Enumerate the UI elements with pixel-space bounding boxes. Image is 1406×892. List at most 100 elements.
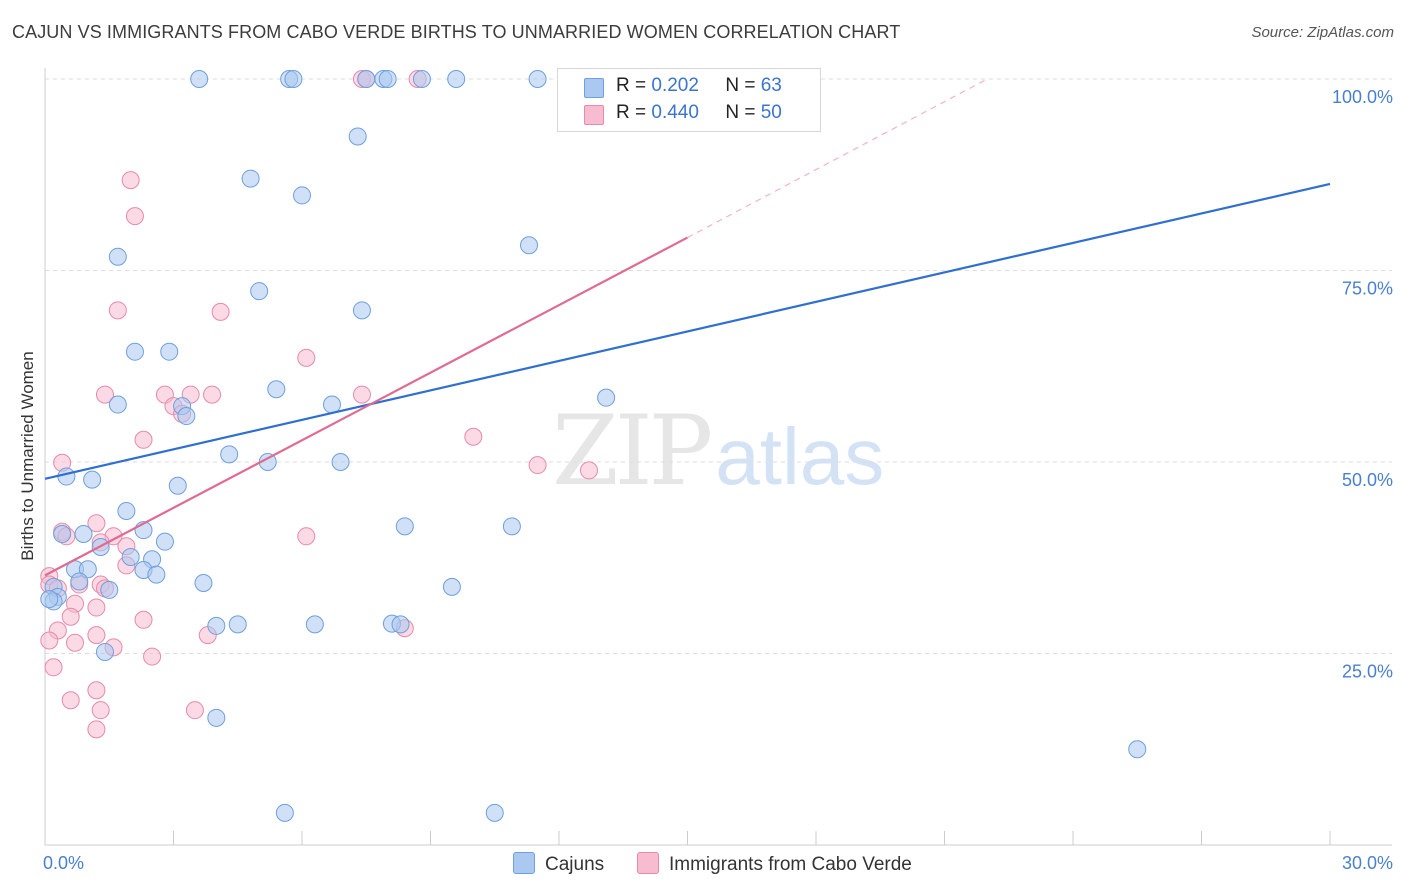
data-point-cabo-verde	[121, 171, 140, 190]
bottom-legend-swatch-cajuns	[513, 852, 535, 874]
data-point-cajuns	[78, 560, 97, 579]
legend-swatch-cabo-verde	[584, 105, 604, 125]
legend-n-label: N =	[725, 75, 756, 96]
watermark-zip: ZIP	[552, 395, 713, 507]
legend-n-value: 50	[760, 102, 782, 123]
data-point-cajuns	[502, 517, 521, 536]
data-point-cajuns	[391, 615, 410, 634]
data-point-cabo-verde	[297, 348, 316, 367]
chart-title: CAJUN VS IMMIGRANTS FROM CABO VERDE BIRT…	[12, 22, 901, 42]
data-point-cabo-verde	[352, 385, 371, 404]
data-point-cabo-verde	[87, 626, 106, 645]
data-point-cajuns	[147, 565, 166, 584]
data-point-cajuns	[1128, 740, 1147, 759]
data-point-cajuns	[117, 502, 136, 521]
data-point-cajuns	[100, 580, 119, 599]
data-point-cajuns	[241, 169, 260, 188]
x-tick-label: 0.0%	[43, 853, 84, 873]
bottom-legend-swatch-cabo-verde	[637, 852, 659, 874]
legend-r-value: 0.202	[651, 75, 699, 96]
correlation-legend: R = 0.202 N = 63 R = 0.440 N = 50	[557, 68, 821, 132]
data-point-cajuns	[412, 70, 431, 88]
data-point-cajuns	[155, 532, 174, 551]
data-point-cajuns	[125, 342, 144, 361]
data-point-cajuns	[160, 342, 179, 361]
data-point-cajuns	[378, 70, 397, 88]
data-point-cabo-verde	[143, 647, 162, 666]
data-point-cajuns	[447, 70, 466, 88]
legend-r-label: R =	[616, 102, 647, 123]
data-point-cabo-verde	[579, 461, 598, 480]
y-tick-label: 25.0%	[1342, 662, 1393, 682]
legend-n-label: N =	[725, 102, 756, 123]
bottom-legend-label-cajuns: Cajuns	[545, 854, 605, 875]
data-point-cabo-verde	[87, 598, 106, 617]
data-point-cajuns	[352, 301, 371, 320]
data-point-cajuns	[177, 407, 196, 426]
bottom-legend-cajuns: Cajuns	[513, 852, 604, 876]
watermark-atlas: atlas	[715, 412, 885, 501]
data-point-cabo-verde	[125, 207, 144, 226]
data-point-cajuns	[121, 547, 140, 566]
data-point-cabo-verde	[203, 385, 222, 404]
data-point-cajuns	[168, 476, 187, 495]
data-point-cajuns	[70, 572, 89, 591]
data-point-cabo-verde	[134, 610, 153, 629]
data-point-cajuns	[348, 127, 367, 146]
data-point-cajuns	[528, 70, 547, 88]
data-point-cajuns	[442, 577, 461, 596]
data-point-cajuns	[357, 70, 376, 88]
data-point-cabo-verde	[108, 301, 127, 320]
data-point-cajuns	[95, 642, 114, 661]
y-tick-label: 75.0%	[1342, 279, 1393, 299]
data-point-cajuns	[520, 236, 539, 255]
data-point-cabo-verde	[65, 633, 84, 652]
data-point-cabo-verde	[87, 514, 106, 533]
bottom-legend-label-cabo-verde: Immigrants from Cabo Verde	[669, 854, 912, 875]
data-point-cabo-verde	[95, 385, 114, 404]
x-tick-label: 30.0%	[1342, 853, 1393, 873]
data-point-cajuns	[83, 470, 102, 489]
data-point-cajuns	[108, 395, 127, 414]
legend-swatch-cajuns	[584, 78, 604, 98]
legend-n-value: 63	[760, 75, 782, 96]
data-point-cabo-verde	[91, 701, 110, 720]
data-point-cajuns	[207, 708, 226, 727]
data-point-cabo-verde	[185, 701, 204, 720]
data-point-cajuns	[53, 525, 72, 544]
y-axis-label: Births to Unmarried Women	[18, 351, 37, 560]
data-point-cajuns	[57, 467, 76, 486]
bottom-legend-cabo-verde: Immigrants from Cabo Verde	[637, 852, 912, 876]
data-point-cajuns	[40, 590, 59, 609]
legend-r-label: R =	[616, 75, 647, 96]
series-cajuns-points	[40, 70, 1147, 822]
data-point-cabo-verde	[297, 527, 316, 546]
data-point-cajuns	[220, 445, 239, 464]
data-point-cajuns	[305, 615, 324, 634]
data-point-cajuns	[395, 517, 414, 536]
data-point-cabo-verde	[464, 427, 483, 446]
data-point-cajuns	[228, 615, 247, 634]
data-point-cajuns	[331, 453, 350, 471]
data-point-cajuns	[275, 803, 294, 822]
data-point-cabo-verde	[40, 631, 59, 650]
data-point-cajuns	[597, 388, 616, 407]
data-point-cabo-verde	[44, 658, 63, 677]
trend-line-cabo-verde	[44, 236, 689, 577]
data-point-cajuns	[108, 247, 127, 266]
data-point-cabo-verde	[87, 720, 106, 739]
data-point-cajuns	[190, 70, 209, 88]
data-point-cajuns	[74, 525, 93, 544]
data-point-cabo-verde	[211, 302, 230, 321]
data-point-cajuns	[267, 380, 286, 399]
data-point-cajuns	[250, 282, 269, 301]
watermark: ZIPatlas	[552, 395, 884, 507]
trend-lines	[44, 78, 1331, 577]
data-point-cajuns	[194, 574, 213, 593]
data-point-cajuns	[485, 803, 504, 822]
data-point-cajuns	[293, 186, 311, 205]
legend-r-value: 0.440	[651, 102, 699, 123]
grid-lines	[45, 78, 1392, 654]
data-point-cabo-verde	[61, 607, 80, 626]
